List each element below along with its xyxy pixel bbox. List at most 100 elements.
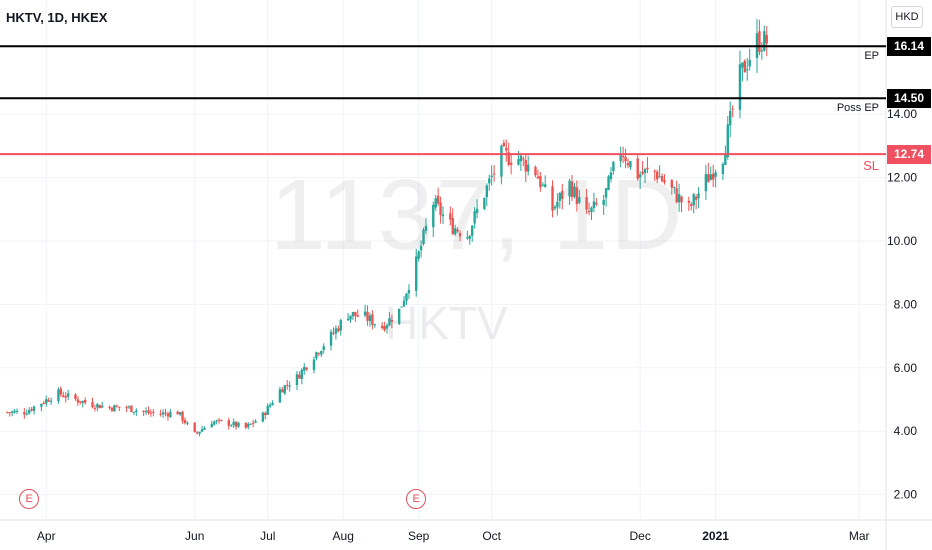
candle-up (434, 198, 437, 208)
candle-down (317, 353, 321, 355)
candle-down (74, 394, 77, 400)
candle-down (575, 187, 579, 204)
candle-down (23, 411, 26, 415)
candle-up (198, 431, 201, 434)
candle-up (490, 175, 493, 178)
candle-down (42, 402, 46, 404)
candle-down (707, 174, 710, 183)
x-tick-label: Jun (185, 529, 204, 543)
currency-button[interactable]: HKD (891, 6, 923, 28)
candle-up (266, 405, 269, 415)
candle-down (234, 421, 238, 427)
candle-down (655, 171, 659, 180)
x-tick-label: Mar (849, 529, 870, 543)
level-label-sl: SL (863, 158, 879, 174)
candle-down (670, 180, 674, 188)
candle-up (609, 172, 613, 180)
candle-up (519, 155, 523, 162)
candle-down (264, 412, 267, 416)
candle-up (334, 328, 338, 334)
candle-up (322, 346, 325, 351)
x-tick-label: Apr (37, 529, 56, 543)
candle-up (329, 331, 333, 346)
candle-up (471, 225, 474, 236)
y-tick-label: 8.00 (894, 297, 918, 311)
candle-up (432, 204, 435, 228)
candle-up (673, 186, 676, 188)
candle-up (488, 178, 491, 184)
candle-up (349, 315, 352, 320)
ticker-watermark: HKTV (385, 297, 508, 349)
candle-down (626, 162, 630, 166)
candle-down (110, 407, 114, 411)
candle-down (217, 419, 221, 421)
candle-up (254, 421, 257, 423)
candle-down (646, 167, 649, 170)
candle-down (621, 156, 625, 158)
candle-down (115, 406, 119, 408)
candle-down (371, 314, 374, 326)
candle-down (164, 412, 167, 414)
candle-up (186, 422, 189, 424)
earnings-event-icon[interactable]: E (19, 489, 40, 509)
candle-down (660, 176, 664, 181)
candle-up (45, 399, 48, 404)
candle-down (383, 326, 386, 331)
candle-up (40, 403, 43, 407)
candle-down (561, 190, 564, 199)
candle-up (658, 176, 661, 178)
candle-down (653, 170, 656, 172)
candle-up (237, 422, 240, 427)
candle-down (76, 399, 80, 403)
candle-up (709, 174, 712, 180)
level-tag-sl: 12.74 (887, 144, 931, 164)
candle-down (507, 152, 510, 165)
candle-down (93, 407, 97, 409)
candle-up (132, 411, 136, 413)
candle-up (704, 174, 708, 192)
candle-down (675, 188, 678, 203)
candle-down (149, 412, 153, 414)
candle-down (286, 384, 289, 386)
candle-up (368, 315, 372, 322)
candle-down (108, 406, 111, 408)
candle-up (169, 411, 172, 418)
candle-down (731, 108, 734, 110)
candle-up (402, 300, 406, 307)
candle-up (315, 352, 318, 359)
candle-down (765, 34, 768, 44)
candle-up (473, 211, 476, 224)
candle-up (424, 225, 428, 231)
candle-up (553, 206, 557, 209)
candle-down (176, 411, 179, 415)
candle-up (748, 59, 751, 67)
candle-down (505, 147, 508, 151)
candle-up (81, 400, 84, 403)
candle-up (483, 198, 486, 209)
candle-up (385, 325, 389, 329)
candle-up (763, 31, 766, 51)
candle-up (677, 194, 681, 203)
candle-down (436, 195, 440, 204)
candle-down (98, 405, 101, 409)
earnings-event-icon[interactable]: E (406, 489, 427, 509)
candle-down (641, 171, 644, 174)
candle-up (215, 420, 218, 422)
candle-down (30, 408, 33, 411)
candle-up (232, 421, 235, 426)
candle-up (738, 64, 742, 110)
x-tick-label: Oct (482, 529, 501, 543)
candle-down (281, 389, 284, 393)
candle-up (230, 425, 233, 427)
candle-down (551, 186, 554, 211)
candle-up (13, 411, 16, 413)
y-tick-label: 6.00 (894, 361, 918, 375)
candle-down (79, 401, 82, 403)
candle-down (711, 173, 715, 180)
candle-up (741, 62, 744, 68)
candle-down (64, 396, 67, 398)
candle-up (271, 402, 274, 405)
candle-up (212, 421, 216, 425)
candle-down (83, 400, 87, 403)
